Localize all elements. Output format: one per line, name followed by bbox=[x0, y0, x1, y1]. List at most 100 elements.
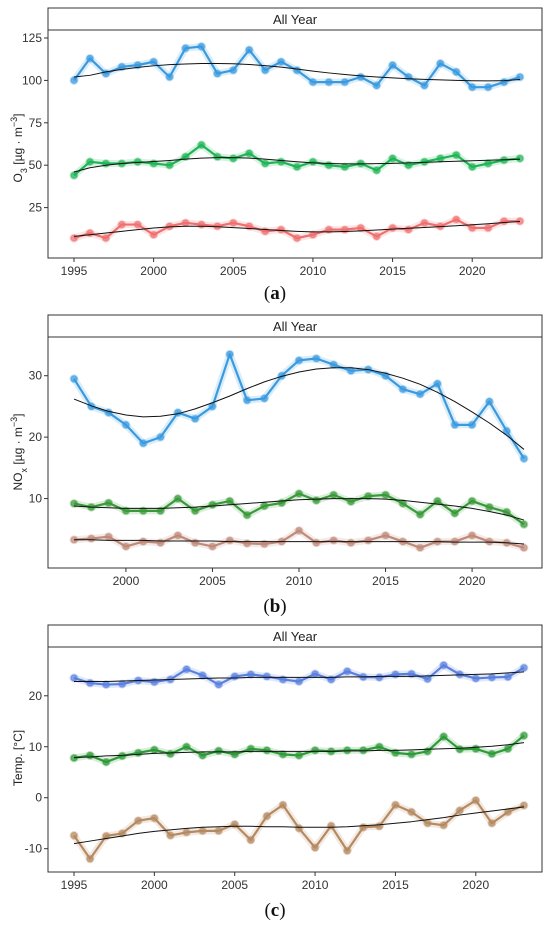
series-1-point bbox=[356, 72, 366, 82]
series-1-point bbox=[198, 670, 207, 680]
series-1-point bbox=[259, 394, 269, 403]
series-2-point bbox=[262, 745, 272, 755]
series-3-point bbox=[101, 233, 111, 243]
series-3-point bbox=[329, 535, 339, 545]
x-tick-label: 2015 bbox=[379, 264, 406, 278]
series-2-point bbox=[190, 506, 200, 516]
series-2-point bbox=[214, 746, 224, 756]
series-2-point bbox=[138, 506, 148, 516]
series-3-point bbox=[117, 220, 127, 229]
series-1-point bbox=[519, 663, 529, 673]
series-1-point bbox=[407, 669, 416, 679]
series-1-point bbox=[138, 438, 148, 448]
series-1-point bbox=[212, 69, 222, 79]
series-3-point bbox=[404, 225, 413, 235]
series-2-point bbox=[173, 494, 183, 503]
x-tick-label: 2015 bbox=[372, 574, 399, 588]
series-3-point bbox=[278, 800, 288, 810]
x-tick-label: 2000 bbox=[113, 574, 140, 588]
series-1-point bbox=[374, 673, 384, 682]
series-2-point bbox=[415, 510, 425, 519]
series-3-point bbox=[133, 816, 143, 826]
series-3-point bbox=[86, 534, 96, 543]
series-2-point bbox=[165, 160, 174, 170]
series-3-point bbox=[276, 225, 286, 235]
series-1-point bbox=[398, 384, 408, 394]
series-2-point bbox=[329, 490, 339, 500]
series-3-point bbox=[294, 823, 304, 833]
series-2-point bbox=[121, 506, 131, 516]
series-1-point bbox=[230, 672, 240, 681]
series-3-point bbox=[483, 223, 493, 233]
series-2-trend-line bbox=[73, 742, 525, 758]
series-2-point bbox=[374, 742, 384, 752]
series-1-point bbox=[228, 65, 238, 75]
series-2-point bbox=[515, 154, 525, 163]
series-3-point bbox=[85, 854, 95, 864]
panel-caption-a: (a) bbox=[264, 283, 286, 304]
series-3-point bbox=[259, 539, 269, 549]
x-tick-label: 1995 bbox=[61, 878, 88, 892]
series-2-point bbox=[294, 489, 304, 499]
series-3-point bbox=[198, 826, 207, 836]
series-1-point bbox=[439, 660, 449, 670]
series-3-point bbox=[310, 843, 320, 853]
series-1-point bbox=[404, 72, 413, 82]
series-1-point bbox=[484, 397, 494, 406]
series-2-point bbox=[276, 157, 286, 167]
panel-caption-b: (b) bbox=[263, 596, 286, 617]
series-1-point bbox=[329, 360, 339, 370]
series-3-point bbox=[225, 535, 235, 545]
series-1-point bbox=[262, 672, 272, 681]
series-3-point bbox=[372, 232, 382, 241]
series-1-point bbox=[121, 420, 131, 430]
series-2-point bbox=[181, 152, 190, 162]
series-2-point bbox=[519, 519, 529, 529]
series-3-point bbox=[356, 223, 366, 233]
series-3-point bbox=[415, 543, 425, 553]
series-2-point bbox=[69, 170, 79, 180]
series-1-point bbox=[372, 81, 382, 90]
series-2-point bbox=[372, 165, 382, 175]
x-tick-label: 2010 bbox=[302, 878, 329, 892]
x-tick-label: 2020 bbox=[459, 264, 486, 278]
series-1-point bbox=[467, 82, 477, 92]
series-2-point bbox=[455, 744, 465, 754]
series-1-point bbox=[85, 53, 95, 63]
plot-area bbox=[47, 336, 543, 569]
series-3-point bbox=[182, 827, 191, 837]
series-3-point bbox=[358, 822, 368, 832]
series-3-point bbox=[381, 531, 390, 540]
series-2-point bbox=[208, 500, 217, 510]
y-tick-label: 100 bbox=[22, 73, 42, 87]
x-tick-label: 2000 bbox=[141, 878, 168, 892]
series-3-point bbox=[423, 818, 432, 828]
series-2-point bbox=[435, 154, 445, 163]
series-1-point bbox=[294, 355, 304, 365]
series-2-point bbox=[133, 748, 143, 758]
series-1-trend-line bbox=[74, 671, 525, 683]
series-3-point bbox=[190, 538, 200, 548]
series-1-point bbox=[292, 65, 302, 75]
series-2-point bbox=[69, 753, 79, 763]
y-axis-label: O3 [µg · m−3] bbox=[9, 114, 29, 183]
series-1-point bbox=[420, 81, 429, 90]
series-3-point bbox=[133, 220, 143, 229]
series-1-point bbox=[342, 666, 352, 676]
series-1-point bbox=[165, 72, 174, 82]
series-2-trend-line bbox=[73, 498, 525, 521]
series-3-trend-line bbox=[73, 221, 521, 237]
series-2-point bbox=[467, 496, 477, 506]
series-2-point bbox=[212, 152, 222, 162]
series-2-point bbox=[242, 510, 252, 520]
y-axis-label: Temp. [°C] bbox=[11, 730, 25, 786]
series-2-point bbox=[225, 496, 235, 506]
series-2-point bbox=[198, 751, 207, 760]
series-1-point bbox=[388, 60, 397, 70]
series-2-point bbox=[166, 749, 175, 759]
series-2-point bbox=[133, 157, 143, 167]
series-2-point bbox=[407, 750, 416, 759]
series-3-point bbox=[101, 831, 111, 841]
y-tick-label: 10 bbox=[29, 740, 43, 754]
